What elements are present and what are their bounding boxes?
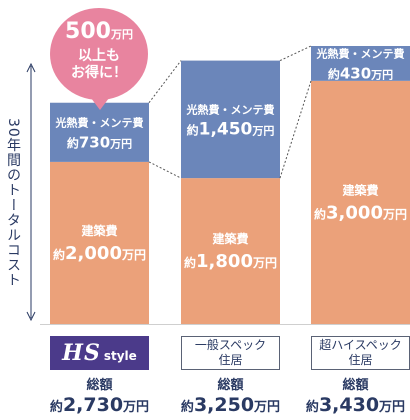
y-axis-arrow-bottom [26,311,36,322]
util-label-1: 光熱費・メンテ費 [186,102,275,116]
bubble-line2: 以上も [78,48,120,64]
dotted-connector-mid-2 [279,80,312,179]
build-value-1: 約1,800万円 [184,251,277,272]
hs-style-word: style [103,348,137,363]
dotted-connector-mid-1 [148,161,182,179]
total-unit: 万円 [379,400,406,415]
bar-util-2 [311,46,410,81]
total-unit: 万円 [254,400,281,415]
build-value-0: 約2,000万円 [53,243,146,264]
total-hs: 総額 約2,730万円 [40,378,159,419]
util-value-0: 約730万円 [67,133,132,151]
total-label: 総額 [217,378,244,393]
y-axis-arrow-top [26,62,36,73]
super-spec-label: 超ハイスペック 住居 [311,336,410,370]
util-label-2: 光熱費・メンテ費 [316,46,405,60]
super-line2: 住居 [348,353,373,367]
bar-build-0 [50,161,149,324]
hs-mark: HS [62,340,101,366]
total-label: 総額 [86,378,113,393]
total-prefix: 約 [180,400,194,415]
y-axis-label: 30年間のトータルコスト [5,118,21,288]
general-line2: 住居 [218,353,243,367]
build-value-2: 約3,000万円 [314,202,407,223]
build-label-2: 建築費 [341,182,378,197]
dotted-connector-top-1 [148,60,182,104]
general-spec-label: 一般スペック 住居 [181,336,280,370]
general-line1: 一般スペック [194,338,267,352]
build-label-1: 建築費 [211,231,248,246]
total-unit: 万円 [123,400,150,415]
super-line1: 超ハイスペック [319,338,402,352]
total-prefix: 約 [305,400,319,415]
util-value-2: 約430万円 [328,64,393,82]
dotted-connector-top-2 [279,45,312,62]
bar-build-2 [311,80,410,324]
util-label-0: 光熱費・メンテ費 [55,115,144,129]
bubble-unit: 万円 [110,28,133,41]
total-super: 総額 約3,430万円 [301,378,410,419]
total-value: 3,250 [193,394,255,416]
build-label-0: 建築費 [80,223,117,238]
bubble-line3: お得に！ [71,65,127,81]
savings-bubble: 500万円 以上も お得に！ [50,8,148,100]
bar-build-1 [181,178,280,324]
bubble-tail [91,98,109,110]
bubble-amount: 500 [65,19,111,44]
util-value-1: 約1,450万円 [187,119,275,139]
bar-util-1 [181,60,280,179]
hs-style-logo: HS style [50,336,149,370]
total-prefix: 約 [49,400,63,415]
total-value: 3,430 [318,394,380,416]
total-general: 総額 約3,250万円 [171,378,290,419]
total-label: 総額 [342,378,369,393]
total-value: 2,730 [62,394,124,416]
bar-util-0 [50,102,149,162]
